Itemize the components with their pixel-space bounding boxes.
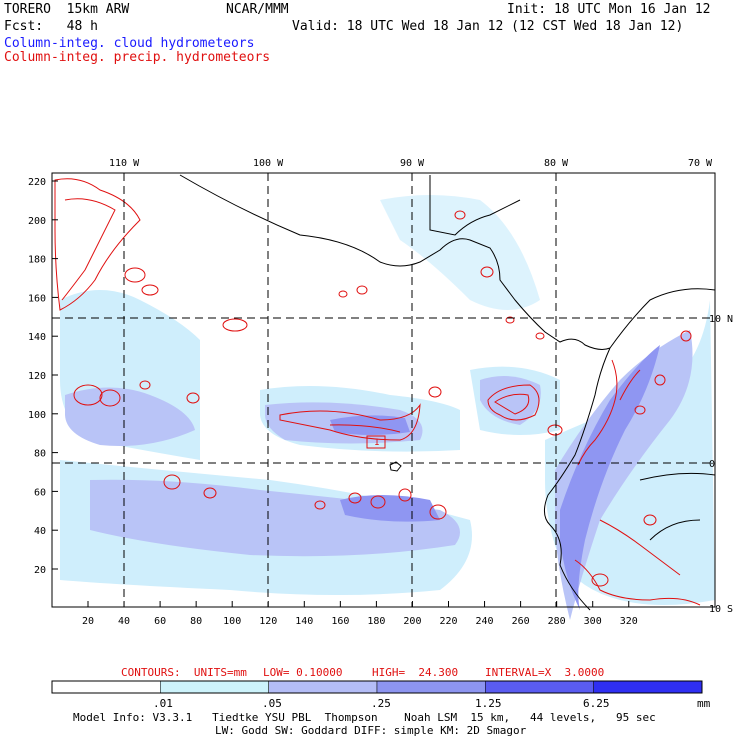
contour-interval: INTERVAL=X 3.0000	[485, 666, 605, 679]
model-title: TORERO 15km ARW	[4, 2, 130, 17]
x-tick-label: 220	[439, 616, 457, 627]
cloud-shading-medium	[65, 330, 693, 620]
colorbar-label-01: .01	[153, 697, 173, 710]
colorbar-swatch	[376, 680, 486, 694]
field-precip-label: Column-integ. precip. hydrometeors	[4, 50, 271, 65]
y-tick-label: 140	[28, 332, 46, 343]
lon-label-110w: 110 W	[109, 158, 140, 169]
x-tick-label: 200	[403, 616, 421, 627]
lat-label-10s: 10 S	[709, 604, 733, 615]
y-tick-label: 20	[34, 565, 46, 576]
lon-label-100w: 100 W	[253, 158, 284, 169]
max-marker-box	[366, 435, 386, 449]
x-tick-label: 40	[118, 616, 130, 627]
x-tick-label: 260	[512, 616, 530, 627]
x-tick-label: 300	[584, 616, 602, 627]
lat-label-0: 0	[709, 459, 715, 470]
center-label: NCAR/MMM	[226, 2, 289, 17]
x-tick-label: 240	[476, 616, 494, 627]
y-tick-label: 60	[34, 487, 46, 498]
y-tick-label: 200	[28, 216, 46, 227]
colorbar-swatch	[268, 680, 378, 694]
y-axis: 220 200 180 160 140 120 100 80 60 40 20	[28, 177, 58, 576]
forecast-hour: Fcst: 48 h	[4, 19, 98, 34]
lat-label-10n: 10 N	[709, 314, 733, 325]
colorbar-swatch	[160, 680, 269, 694]
lon-label-80w: 80 W	[544, 158, 569, 169]
model-info-line1: Model Info: V3.3.1 Tiedtke YSU PBL Thomp…	[73, 711, 656, 724]
y-tick-label: 100	[28, 410, 46, 421]
colorbar-label-25: .25	[371, 697, 391, 710]
x-tick-label: 280	[548, 616, 566, 627]
y-tick-label: 40	[34, 526, 46, 537]
lon-label-90w: 90 W	[400, 158, 425, 169]
lon-label-70w: 70 W	[688, 158, 713, 169]
coastline	[179, 174, 716, 611]
plot-frame	[51, 172, 716, 608]
precip-contours	[54, 178, 701, 606]
contour-units: CONTOURS: UNITS=mm	[121, 666, 247, 679]
y-tick-label: 80	[34, 449, 46, 460]
colorbar	[51, 680, 703, 694]
y-tick-label: 160	[28, 293, 46, 304]
init-time: Init: 18 UTC Mon 16 Jan 12	[507, 2, 711, 17]
graticule	[52, 173, 715, 607]
contour-high: HIGH= 24.300	[372, 666, 459, 679]
colorbar-label-05: .05	[262, 697, 282, 710]
y-tick-label: 180	[28, 255, 46, 266]
x-tick-label: 320	[620, 616, 638, 627]
colorbar-swatch	[51, 680, 161, 694]
x-axis: 20 40 60 80 100 120 140 160 180 200 220 240 260 280 30…	[82, 601, 638, 627]
model-info-line2: LW: Godd SW: Goddard DIFF: simple KM: 2D…	[215, 724, 527, 737]
x-tick-label: 80	[190, 616, 202, 627]
x-tick-label: 140	[295, 616, 313, 627]
x-tick-label: 120	[259, 616, 277, 627]
x-tick-label: 160	[331, 616, 349, 627]
colorbar-label-625: 6.25	[583, 697, 610, 710]
x-tick-label: 180	[367, 616, 385, 627]
contour-low: LOW= 0.10000	[263, 666, 343, 679]
colorbar-unit: mm	[697, 697, 711, 710]
colorbar-frame	[51, 680, 703, 694]
valid-time: Valid: 18 UTC Wed 18 Jan 12 (12 CST Wed …	[292, 19, 684, 34]
y-tick-label: 220	[28, 177, 46, 188]
x-tick-label: 100	[223, 616, 241, 627]
x-tick-label: 20	[82, 616, 94, 627]
max-marker-label: 1	[374, 438, 379, 448]
y-tick-label: 120	[28, 371, 46, 382]
field-cloud-label: Column-integ. cloud hydrometeors	[4, 36, 255, 51]
colorbar-swatch	[593, 680, 703, 694]
colorbar-label-125: 1.25	[475, 697, 502, 710]
colorbar-swatch	[485, 680, 594, 694]
x-tick-label: 60	[154, 616, 166, 627]
